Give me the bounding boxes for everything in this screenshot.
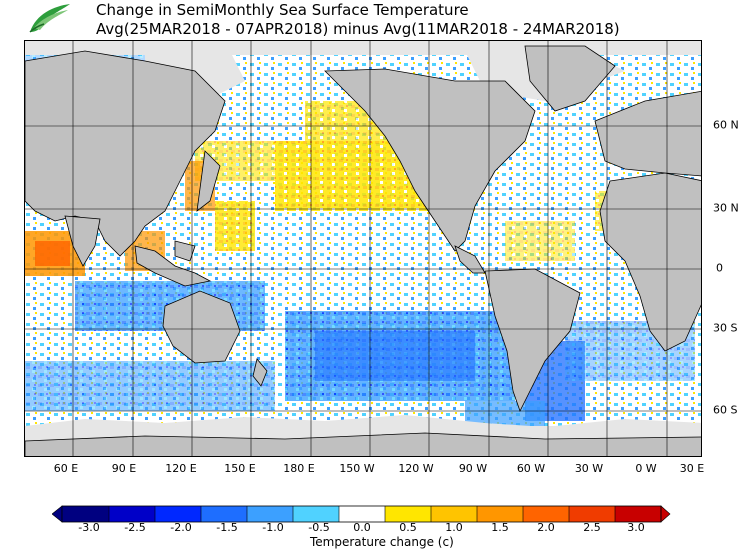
lon-label: 90 E bbox=[111, 462, 137, 475]
colorbar-tick: 3.0 bbox=[627, 521, 645, 534]
colorbar-tick: 0.0 bbox=[353, 521, 371, 534]
cool-anomalies bbox=[25, 41, 695, 431]
lon-label: 30 E bbox=[679, 462, 705, 475]
colorbar-tick: 2.0 bbox=[537, 521, 555, 534]
noaa-logo bbox=[26, 2, 74, 40]
colorbar-tick: -1.5 bbox=[216, 521, 238, 534]
lon-label: 60 W bbox=[516, 462, 546, 475]
lon-label: 150 W bbox=[339, 462, 375, 475]
colorbar-tick: -2.5 bbox=[124, 521, 146, 534]
colorbar-tick: -3.0 bbox=[78, 521, 100, 534]
lon-label: 120 W bbox=[398, 462, 434, 475]
sst-change-map bbox=[24, 40, 702, 457]
colorbar-tick: -0.5 bbox=[308, 521, 330, 534]
colorbar-tick: 2.5 bbox=[583, 521, 601, 534]
colorbar bbox=[51, 505, 672, 527]
lat-label: 30 S bbox=[713, 321, 738, 335]
lat-label: 60 S bbox=[713, 403, 738, 417]
title-line-2: Avg(25MAR2018 - 07APR2018) minus Avg(11M… bbox=[96, 20, 620, 38]
lat-label: 30 N bbox=[713, 201, 739, 215]
graticule bbox=[25, 41, 701, 456]
lon-label: 0 W bbox=[635, 462, 657, 475]
lon-label: 30 W bbox=[574, 462, 604, 475]
lat-label: 60 N bbox=[713, 118, 739, 132]
title-line-1: Change in SemiMonthly Sea Surface Temper… bbox=[96, 1, 469, 19]
lon-label: 90 W bbox=[458, 462, 488, 475]
colorbar-tick: 1.5 bbox=[491, 521, 509, 534]
colorbar-tick: 1.0 bbox=[445, 521, 463, 534]
lat-label: 0 bbox=[716, 261, 723, 275]
lon-label: 180 E bbox=[283, 462, 315, 475]
chart-title: Change in SemiMonthly Sea Surface Temper… bbox=[96, 1, 620, 39]
colorbar-tick: -2.0 bbox=[170, 521, 192, 534]
colorbar-tick: 0.5 bbox=[399, 521, 417, 534]
lon-label: 60 E bbox=[53, 462, 79, 475]
colorbar-tick: -1.0 bbox=[262, 521, 284, 534]
lon-label: 150 E bbox=[224, 462, 256, 475]
land-masses bbox=[25, 45, 701, 456]
colorbar-title: Temperature change (c) bbox=[310, 535, 454, 549]
lon-label: 120 E bbox=[165, 462, 197, 475]
